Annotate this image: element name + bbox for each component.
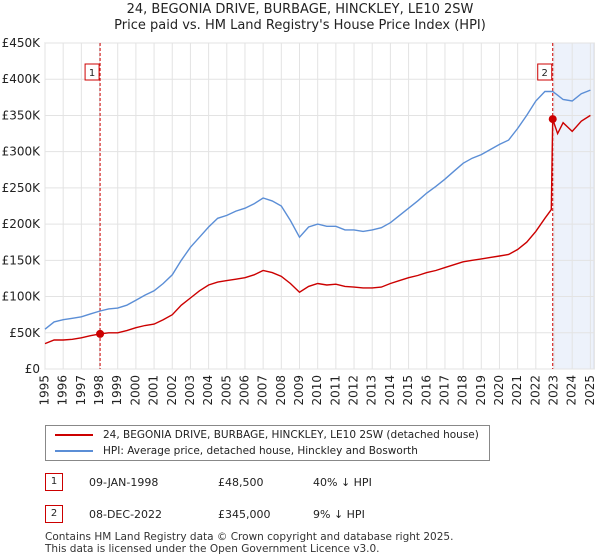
transaction-hpi-diff: 40% ↓ HPI xyxy=(313,476,372,489)
title-line-2: Price paid vs. HM Land Registry's House … xyxy=(114,18,486,33)
price-series-line xyxy=(44,114,591,345)
x-tick-label: 2014 xyxy=(383,375,397,406)
transaction-date: 09-JAN-1998 xyxy=(89,476,159,489)
transaction-badge: 1 xyxy=(45,473,63,491)
sale-marker-label: 2 xyxy=(542,68,548,79)
transaction-hpi-diff: 9% ↓ HPI xyxy=(313,508,365,521)
y-tick-label: £200K xyxy=(2,217,42,231)
x-tick-label: 2016 xyxy=(419,375,433,406)
y-tick-label: £250K xyxy=(2,181,42,195)
x-tick-label: 2015 xyxy=(401,375,415,406)
price-legend-label: 24, BEGONIA DRIVE, BURBAGE, HINCKLEY, LE… xyxy=(103,429,479,441)
sale-marker-lines xyxy=(99,43,554,369)
x-tick-label: 1998 xyxy=(92,375,106,406)
sale-marker-label: 1 xyxy=(89,68,95,79)
x-tick-label: 2012 xyxy=(347,375,361,406)
x-tick-label: 2003 xyxy=(183,375,197,406)
transaction-row-2: 2 08-DEC-2022 £345,000 9% ↓ HPI xyxy=(45,505,505,525)
y-tick-label: £450K xyxy=(2,36,42,50)
transaction-price: £48,500 xyxy=(218,476,264,489)
x-tick-label: 2000 xyxy=(128,375,142,406)
sale-point xyxy=(96,329,105,338)
grid-lines xyxy=(44,42,594,370)
transaction-badge: 2 xyxy=(45,505,63,523)
x-tick-label: 2022 xyxy=(528,375,542,406)
footer-line-1: Contains HM Land Registry data © Crown c… xyxy=(45,531,454,543)
y-tick-label: £100K xyxy=(2,290,42,304)
y-axis-labels: £0 £50K £100K £150K £200K £250K £300K £350K £400… xyxy=(2,36,42,376)
title-line-1: 24, BEGONIA DRIVE, BURBAGE, HINCKLEY, LE… xyxy=(126,2,474,17)
hpi-legend-label: HPI: Average price, detached house, Hinc… xyxy=(103,445,418,457)
x-tick-label: 2011 xyxy=(328,375,342,406)
hpi-series-line xyxy=(44,89,591,330)
x-tick-label: 2010 xyxy=(310,375,324,406)
legend-item-hpi: HPI: Average price, detached house, Hinc… xyxy=(46,443,486,459)
y-tick-label: £0 xyxy=(25,362,40,376)
x-tick-label: 2009 xyxy=(292,375,306,406)
chart-title: 24, BEGONIA DRIVE, BURBAGE, HINCKLEY, LE… xyxy=(0,2,600,34)
transaction-row-1: 1 09-JAN-1998 £48,500 40% ↓ HPI xyxy=(45,473,505,493)
x-tick-label: 2006 xyxy=(237,375,251,406)
sale-marker-box xyxy=(537,63,553,81)
x-tick-label: 2025 xyxy=(583,375,597,406)
x-tick-label: 1995 xyxy=(38,375,52,406)
x-tick-label: 2020 xyxy=(492,375,506,406)
x-tick-label: 2007 xyxy=(256,375,270,406)
x-tick-label: 2005 xyxy=(219,375,233,406)
x-tick-label: 2001 xyxy=(147,375,161,406)
y-tick-label: £400K xyxy=(2,72,42,86)
footer-attribution: Contains HM Land Registry data © Crown c… xyxy=(45,531,453,555)
hpi-legend-swatch xyxy=(55,450,93,452)
x-tick-label: 1997 xyxy=(74,375,88,406)
x-tick-label: 2021 xyxy=(510,375,524,406)
post-sale-shade xyxy=(552,43,594,369)
x-axis-labels: 1995 1996 1997 1998 1999 2000 2001 2002 2003 2004… xyxy=(38,375,597,406)
price-legend-swatch xyxy=(55,434,93,436)
transaction-date: 08-DEC-2022 xyxy=(89,508,163,521)
x-tick-label: 2004 xyxy=(201,375,215,406)
sale-marker-box xyxy=(84,63,100,81)
x-tick-label: 2023 xyxy=(547,375,561,406)
plot-area xyxy=(44,42,595,370)
x-tick-label: 2019 xyxy=(474,375,488,406)
x-tick-label: 2018 xyxy=(456,375,470,406)
x-tick-label: 2013 xyxy=(365,375,379,406)
transaction-price: £345,000 xyxy=(218,508,271,521)
y-tick-label: £150K xyxy=(2,253,42,267)
x-tick-label: 2008 xyxy=(274,375,288,406)
legend-item-price: 24, BEGONIA DRIVE, BURBAGE, HINCKLEY, LE… xyxy=(46,427,486,443)
y-tick-label: £300K xyxy=(2,145,42,159)
legend: 24, BEGONIA DRIVE, BURBAGE, HINCKLEY, LE… xyxy=(45,425,490,461)
x-tick-label: 2017 xyxy=(437,375,451,406)
sale-point xyxy=(548,115,557,124)
x-tick-label: 2002 xyxy=(165,375,179,406)
x-tick-label: 1996 xyxy=(56,375,70,406)
x-tick-label: 2024 xyxy=(565,375,579,406)
footer-line-2: This data is licensed under the Open Gov… xyxy=(45,543,380,555)
sale-points xyxy=(96,115,557,338)
y-tick-label: £350K xyxy=(2,108,42,122)
y-tick-label: £50K xyxy=(9,326,41,340)
x-tick-label: 1999 xyxy=(110,375,124,406)
